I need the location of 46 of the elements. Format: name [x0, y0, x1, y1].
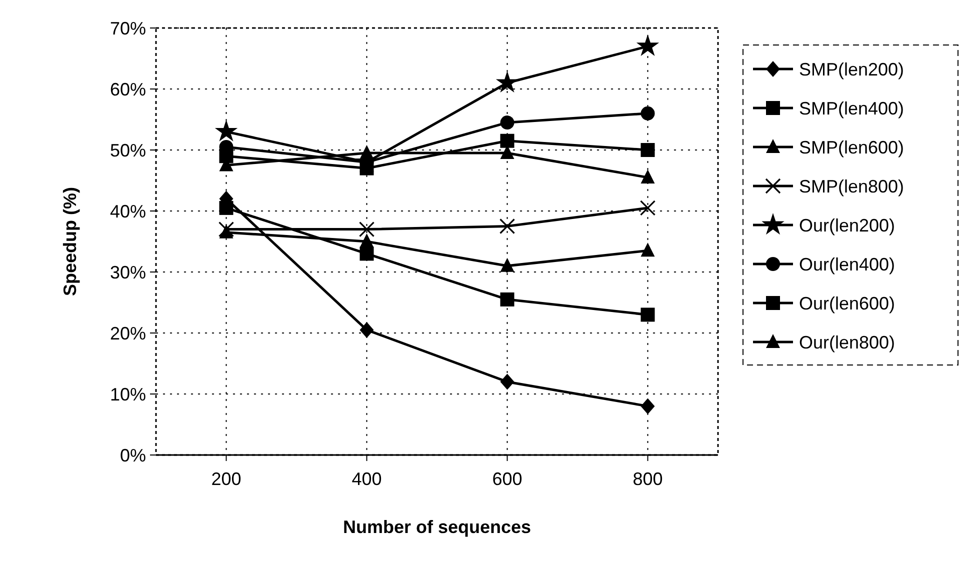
point	[640, 308, 655, 322]
point	[500, 292, 514, 306]
y-tick-label: 40%	[110, 201, 146, 222]
x-tick-label: 800	[632, 469, 663, 489]
point	[219, 149, 234, 164]
point	[500, 258, 514, 272]
y-tick-label: 20%	[110, 323, 146, 344]
point	[500, 116, 514, 130]
legend-label: Our(len800)	[799, 332, 896, 352]
point	[360, 145, 374, 160]
x-axis-title: Number of sequences	[342, 517, 532, 537]
point	[636, 34, 660, 56]
legend-label: SMP(len600)	[799, 137, 904, 158]
legend-label: Our(len400)	[799, 254, 896, 274]
point	[358, 222, 375, 238]
legend-label: SMP(len800)	[799, 176, 904, 196]
x-tick-label: 200	[211, 469, 242, 489]
x-tick-label: 600	[492, 469, 522, 489]
point	[640, 398, 655, 414]
x-tick-label: 400	[352, 469, 382, 489]
y-tick-label: 10%	[110, 384, 146, 404]
y-tick-label: 60%	[110, 79, 146, 100]
y-axis-title: Speedup (%)	[60, 186, 80, 296]
point	[640, 143, 655, 157]
y-tick-label: 50%	[110, 140, 146, 160]
legend-label: SMP(len200)	[799, 59, 904, 80]
point	[500, 134, 514, 148]
legend-label: Our(len600)	[799, 293, 896, 314]
point	[360, 161, 374, 176]
point	[360, 322, 374, 338]
y-tick-label: 30%	[110, 262, 146, 282]
point	[360, 246, 374, 261]
point	[214, 120, 238, 142]
legend-label: SMP(len400)	[799, 98, 904, 118]
point	[640, 242, 655, 257]
legend-label: Our(len200)	[799, 215, 896, 236]
point	[496, 70, 519, 93]
point	[640, 106, 655, 120]
point	[499, 218, 516, 234]
point	[640, 200, 656, 216]
y-tick-label: 70%	[110, 18, 146, 38]
point	[500, 374, 514, 390]
y-tick-label: 0%	[120, 445, 146, 466]
point	[219, 200, 234, 215]
point	[640, 169, 655, 184]
point	[360, 234, 374, 248]
